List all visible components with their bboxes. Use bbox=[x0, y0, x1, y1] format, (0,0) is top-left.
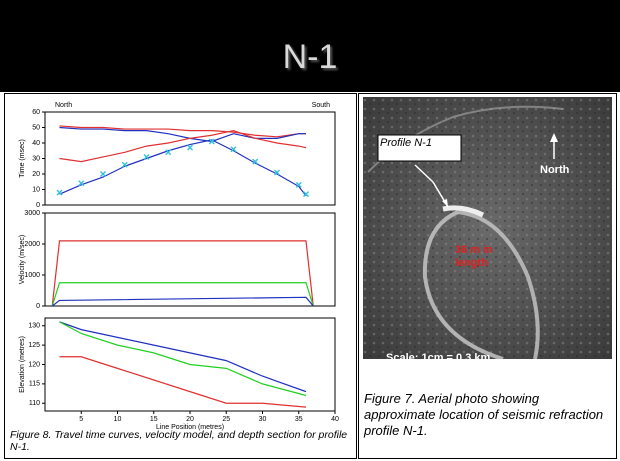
left-caption: Figure 8. Travel time curves, velocity m… bbox=[10, 429, 350, 453]
y-axis-label: Elevation (metres) bbox=[19, 336, 26, 393]
series-line bbox=[52, 283, 313, 306]
north-label: North bbox=[55, 102, 72, 109]
slide: N-1 0102030405060Time (msec)NorthSouth01… bbox=[0, 0, 620, 461]
x-tick-label: 10 bbox=[114, 416, 122, 423]
plot-frame bbox=[45, 112, 335, 205]
x-tick-label: 35 bbox=[295, 416, 303, 423]
y-tick-label: 30 bbox=[32, 155, 40, 162]
y-tick-label: 110 bbox=[29, 400, 40, 407]
y-tick-label: 0 bbox=[36, 202, 40, 209]
y-tick-label: 10 bbox=[32, 186, 40, 193]
series-line bbox=[60, 322, 307, 392]
plot-frame bbox=[45, 213, 335, 306]
profile-label: Profile N-1 bbox=[380, 137, 432, 149]
y-axis-label: Time (msec) bbox=[19, 139, 26, 178]
y-tick-label: 20 bbox=[32, 171, 40, 178]
south-label: South bbox=[312, 102, 330, 109]
length-label: 36 m in length bbox=[455, 244, 525, 270]
y-tick-label: 60 bbox=[32, 109, 40, 116]
x-tick-label: 40 bbox=[331, 416, 339, 423]
y-tick-label: 1000 bbox=[24, 272, 40, 279]
marker bbox=[57, 190, 62, 195]
x-tick-label: 25 bbox=[222, 416, 230, 423]
y-tick-label: 115 bbox=[29, 381, 40, 388]
right-caption: Figure 7. Aerial photo showing approxima… bbox=[364, 391, 610, 439]
x-tick-label: 30 bbox=[259, 416, 267, 423]
series-line bbox=[52, 297, 313, 306]
y-tick-label: 130 bbox=[28, 323, 40, 330]
series-line bbox=[60, 357, 307, 407]
y-tick-label: 2000 bbox=[24, 241, 40, 248]
marker bbox=[101, 172, 106, 177]
x-tick-label: 20 bbox=[186, 416, 194, 423]
series-line bbox=[60, 140, 307, 196]
north-label: North bbox=[540, 164, 569, 176]
y-axis-label: Velocity (m/sec) bbox=[19, 235, 26, 284]
y-tick-label: 0 bbox=[36, 303, 40, 310]
x-tick-label: 5 bbox=[79, 416, 83, 423]
x-tick-label: 15 bbox=[150, 416, 158, 423]
y-tick-label: 40 bbox=[32, 140, 40, 147]
y-tick-label: 3000 bbox=[24, 210, 40, 217]
series-line bbox=[52, 241, 313, 306]
scale-label: Scale: 1cm = 0.3 km bbox=[386, 352, 490, 364]
series-line bbox=[60, 126, 307, 137]
marker bbox=[188, 145, 193, 150]
y-tick-label: 120 bbox=[28, 361, 40, 368]
y-tick-label: 50 bbox=[32, 124, 40, 131]
y-tick-label: 125 bbox=[28, 342, 40, 349]
